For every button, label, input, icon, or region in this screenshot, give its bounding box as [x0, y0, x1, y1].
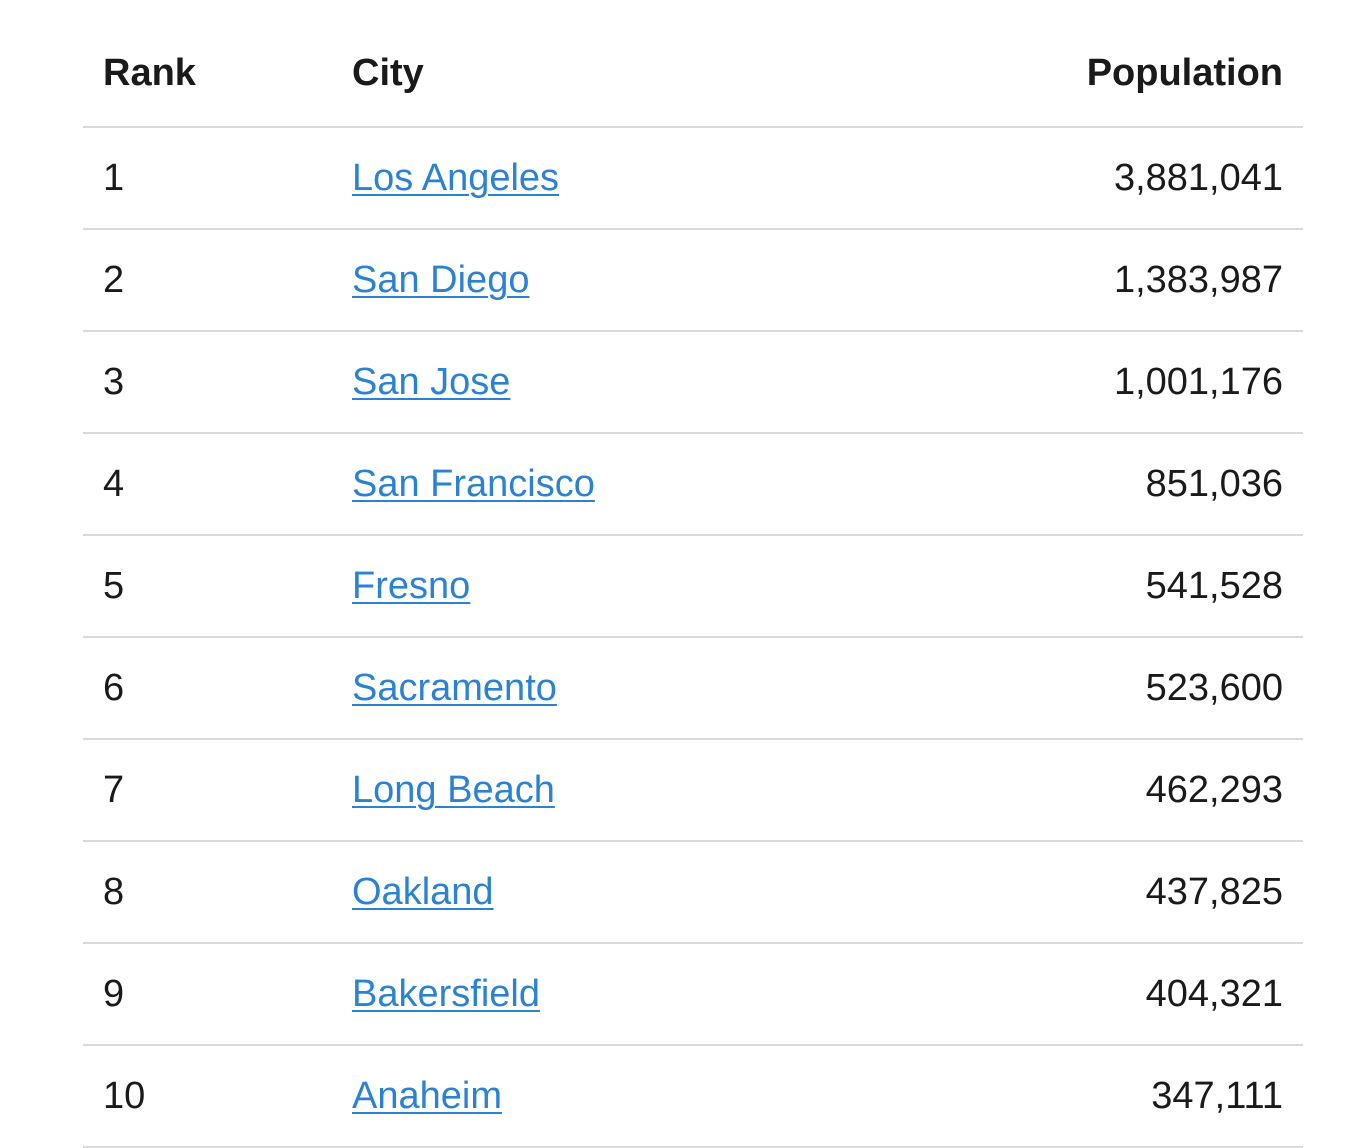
population-column-header: Population	[943, 20, 1303, 128]
rank-cell: 7	[83, 739, 332, 842]
table-row: 7 Long Beach 462,293	[83, 739, 1303, 842]
city-cell: San Jose	[332, 331, 943, 434]
city-link[interactable]: Anaheim	[352, 1074, 502, 1117]
table-row: 6 Sacramento 523,600	[83, 637, 1303, 740]
population-cell: 404,321	[943, 943, 1303, 1046]
city-population-table-container: Rank City Population 1 Los Angeles 3,881…	[83, 20, 1303, 1148]
header-row: Rank City Population	[83, 20, 1303, 128]
city-cell: Oakland	[332, 841, 943, 944]
city-cell: Long Beach	[332, 739, 943, 842]
city-link[interactable]: Oakland	[352, 870, 494, 913]
rank-cell: 9	[83, 943, 332, 1046]
city-link[interactable]: Fresno	[352, 564, 471, 607]
rank-cell: 1	[83, 127, 332, 230]
city-link[interactable]: San Diego	[352, 258, 530, 301]
city-link[interactable]: Los Angeles	[352, 156, 560, 199]
population-cell: 1,383,987	[943, 229, 1303, 332]
city-cell: Sacramento	[332, 637, 943, 740]
rank-cell: 3	[83, 331, 332, 434]
city-link[interactable]: San Francisco	[352, 462, 595, 505]
population-cell: 347,111	[943, 1045, 1303, 1148]
city-population-table: Rank City Population 1 Los Angeles 3,881…	[83, 20, 1303, 1148]
population-cell: 437,825	[943, 841, 1303, 944]
city-cell: Los Angeles	[332, 127, 943, 230]
city-cell: Anaheim	[332, 1045, 943, 1148]
rank-cell: 6	[83, 637, 332, 740]
city-link[interactable]: San Jose	[352, 360, 511, 403]
rank-cell: 2	[83, 229, 332, 332]
table-body: 1 Los Angeles 3,881,041 2 San Diego 1,38…	[83, 127, 1303, 1148]
table-row: 10 Anaheim 347,111	[83, 1045, 1303, 1148]
city-link[interactable]: Long Beach	[352, 768, 555, 811]
population-cell: 851,036	[943, 433, 1303, 536]
table-row: 5 Fresno 541,528	[83, 535, 1303, 638]
rank-cell: 4	[83, 433, 332, 536]
city-link[interactable]: Bakersfield	[352, 972, 540, 1015]
city-link[interactable]: Sacramento	[352, 666, 557, 709]
rank-cell: 8	[83, 841, 332, 944]
rank-cell: 10	[83, 1045, 332, 1148]
city-cell: Fresno	[332, 535, 943, 638]
city-cell: San Francisco	[332, 433, 943, 536]
table-header: Rank City Population	[83, 20, 1303, 128]
city-cell: Bakersfield	[332, 943, 943, 1046]
rank-column-header: Rank	[83, 20, 332, 128]
city-column-header: City	[332, 20, 943, 128]
population-cell: 1,001,176	[943, 331, 1303, 434]
population-cell: 462,293	[943, 739, 1303, 842]
table-row: 4 San Francisco 851,036	[83, 433, 1303, 536]
population-cell: 3,881,041	[943, 127, 1303, 230]
table-row: 1 Los Angeles 3,881,041	[83, 127, 1303, 230]
population-cell: 541,528	[943, 535, 1303, 638]
table-row: 3 San Jose 1,001,176	[83, 331, 1303, 434]
city-cell: San Diego	[332, 229, 943, 332]
table-row: 9 Bakersfield 404,321	[83, 943, 1303, 1046]
table-row: 2 San Diego 1,383,987	[83, 229, 1303, 332]
rank-cell: 5	[83, 535, 332, 638]
table-row: 8 Oakland 437,825	[83, 841, 1303, 944]
population-cell: 523,600	[943, 637, 1303, 740]
